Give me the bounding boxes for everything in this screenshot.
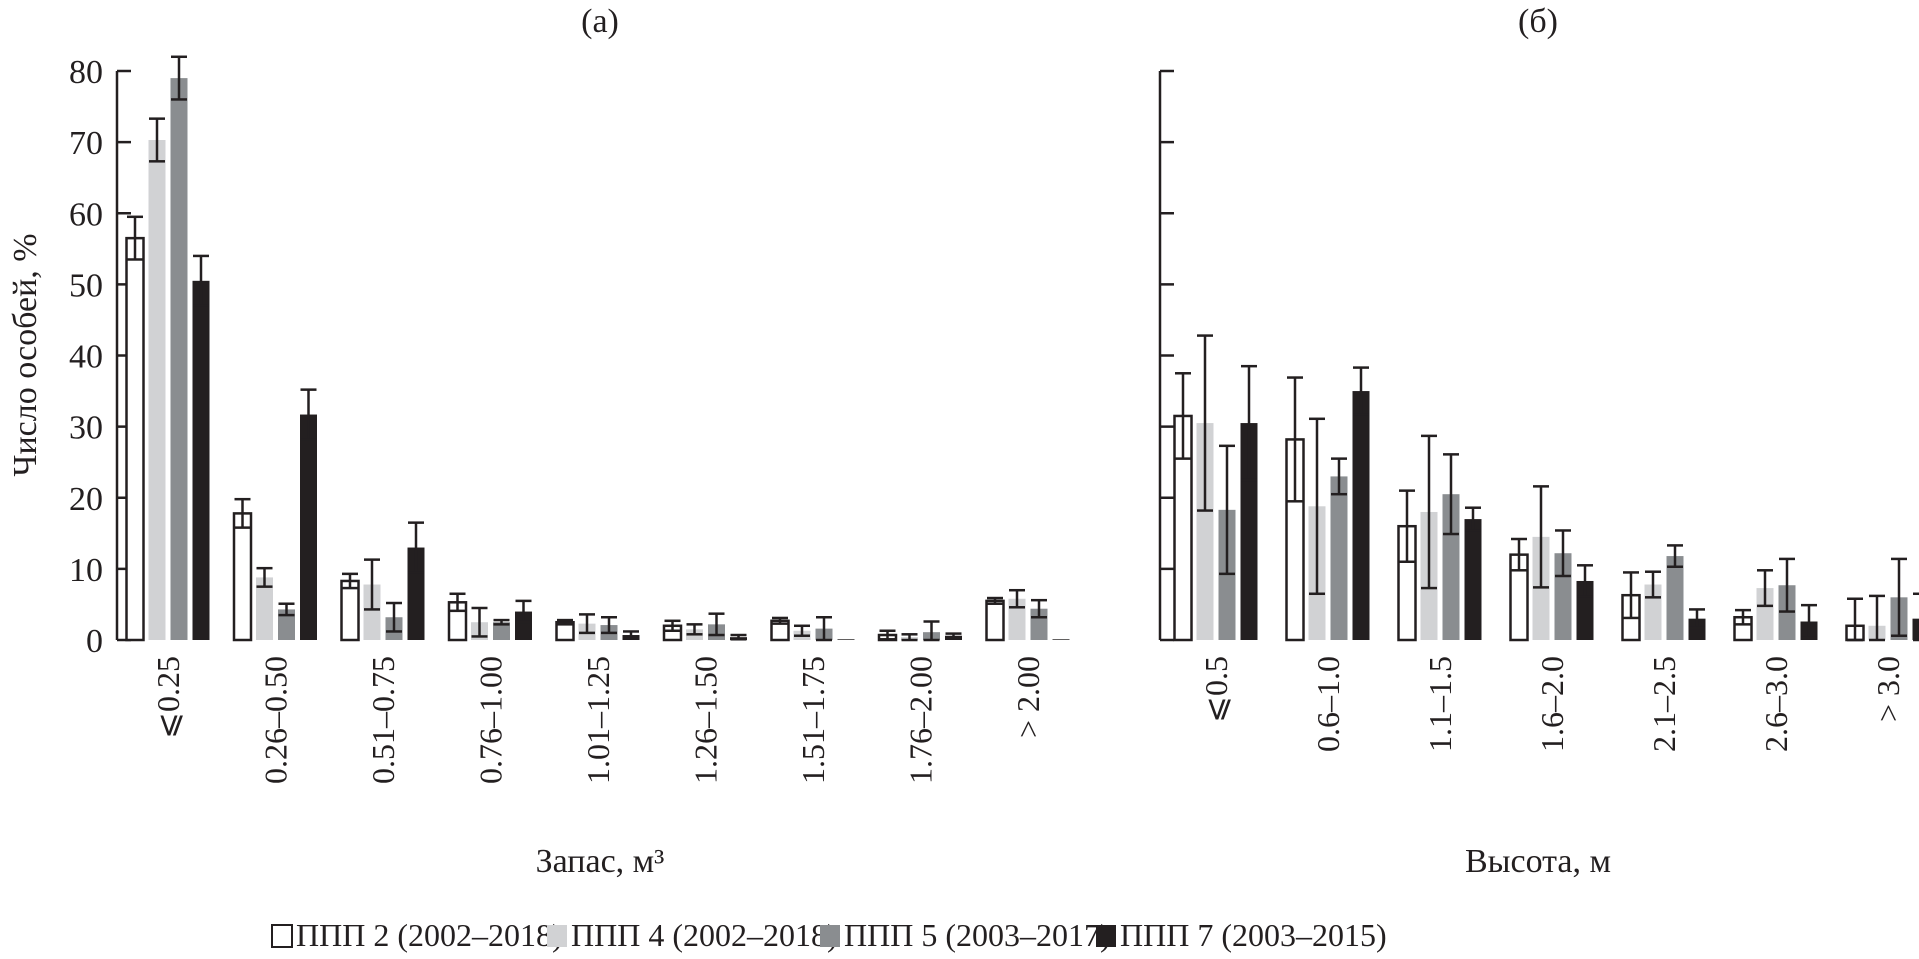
x-tick-label: 1.26–1.50 <box>688 656 724 784</box>
legend-swatch <box>820 925 840 947</box>
panel-b: ⩽0.5 0.6–1.0 1.1–1.5 1.6–2.0 2.1–2.5 2.6–3.0 >… <box>1158 69 1919 752</box>
legend-swatch <box>547 925 567 947</box>
bar-ППП-7-2 <box>1464 519 1482 640</box>
legend-label: ППП 2 (2002–2018) <box>296 917 563 953</box>
bar-ППП-7-3 <box>515 611 532 640</box>
x-tick-label: 1.6–2.0 <box>1534 656 1570 752</box>
bar-ППП-4-8 <box>1008 598 1026 640</box>
bar-ППП-5-4 <box>1666 556 1684 640</box>
bar-ППП-7-8 <box>1052 639 1070 640</box>
x-tick-label: 0.6–1.0 <box>1310 656 1346 752</box>
legend-label: ППП 7 (2003–2015) <box>1120 917 1387 953</box>
x-tick-label: > 3.0 <box>1870 656 1906 722</box>
bar-ППП-5-3 <box>493 622 510 640</box>
legend-item: ППП 5 (2003–2017) <box>820 917 1111 953</box>
panel-a: 0 10 20 30 40 50 60 70 80 ⩽0.25 0.26–0.50 0.51–0.75… <box>69 54 1070 784</box>
bar-ППП-7-4 <box>1688 618 1706 640</box>
x-tick-label: 1.01–1.25 <box>580 656 616 784</box>
legend-swatch <box>1096 925 1116 947</box>
bar-ППП-5-1 <box>278 609 295 640</box>
legend-item: ППП 2 (2002–2018) <box>271 917 563 953</box>
x-tick-label: 0.51–0.75 <box>365 656 401 784</box>
bar-ППП-4-0 <box>148 139 166 640</box>
bar-ППП-7-0 <box>1240 423 1258 640</box>
legend-item: ППП 7 (2003–2015) <box>1096 917 1387 953</box>
bar-ППП-7-6 <box>1912 618 1919 640</box>
y-tick-label: 0 <box>86 623 103 660</box>
panel-b-x-axis-label: Высота, м <box>1465 843 1611 880</box>
bar-ППП-4-2 <box>363 584 381 640</box>
x-tick-label: > 2.00 <box>1010 656 1046 738</box>
legend: ППП 2 (2002–2018) ППП 4 (2002–2018) ППП 5 … <box>271 917 1387 953</box>
y-tick-label: 30 <box>69 410 103 447</box>
y-tick-label: 10 <box>69 552 103 589</box>
panel-a-x-axis-label: Запас, м³ <box>536 843 665 880</box>
bar-ППП-4-1 <box>256 577 273 640</box>
legend-label: ППП 5 (2003–2017) <box>844 917 1111 953</box>
bar-ППП-7-1 <box>1352 391 1370 640</box>
x-tick-label: 1.1–1.5 <box>1422 656 1458 752</box>
bar-ППП-7-2 <box>407 547 425 640</box>
panel-a-title: (а) <box>581 3 619 40</box>
bar-ППП-2-1 <box>232 512 253 642</box>
y-tick-label: 50 <box>69 267 103 304</box>
x-tick-label: ⩽0.25 <box>150 656 186 739</box>
legend-swatch <box>271 924 293 948</box>
x-tick-label: 2.6–3.0 <box>1758 656 1794 752</box>
legend-label: ППП 4 (2002–2018) <box>571 917 838 953</box>
bar-ППП-2-0 <box>125 236 145 642</box>
y-tick-label: 20 <box>69 481 103 518</box>
bar-ППП-5-2 <box>1442 494 1460 640</box>
bar-ППП-7-1 <box>300 414 317 640</box>
y-tick-label: 80 <box>69 54 103 91</box>
x-tick-label: ⩽0.5 <box>1198 656 1234 723</box>
x-tick-label: 1.51–1.75 <box>795 656 831 784</box>
bar-ППП-4-5 <box>1756 588 1774 640</box>
bar-ППП-2-2 <box>340 579 360 642</box>
bar-ППП-7-6 <box>837 639 855 640</box>
bar-ППП-5-1 <box>1330 476 1348 640</box>
y-tick-label: 40 <box>69 339 103 376</box>
y-tick-label: 60 <box>69 196 103 233</box>
bar-ППП-5-0 <box>170 78 188 641</box>
legend-item: ППП 4 (2002–2018) <box>547 917 838 953</box>
x-tick-label: 0.26–0.50 <box>258 656 294 784</box>
y-axis-label: Число особей, % <box>7 233 44 476</box>
panel-b-title: (б) <box>1518 3 1558 40</box>
x-tick-label: 0.76–1.00 <box>473 656 509 784</box>
bar-ППП-2-8 <box>985 599 1005 642</box>
x-tick-label: 1.76–2.00 <box>903 656 939 784</box>
y-tick-label: 70 <box>69 125 103 162</box>
bar-ППП-4-0 <box>1196 423 1214 640</box>
bar-ППП-7-0 <box>192 280 210 640</box>
x-tick-label: 2.1–2.5 <box>1646 656 1682 752</box>
